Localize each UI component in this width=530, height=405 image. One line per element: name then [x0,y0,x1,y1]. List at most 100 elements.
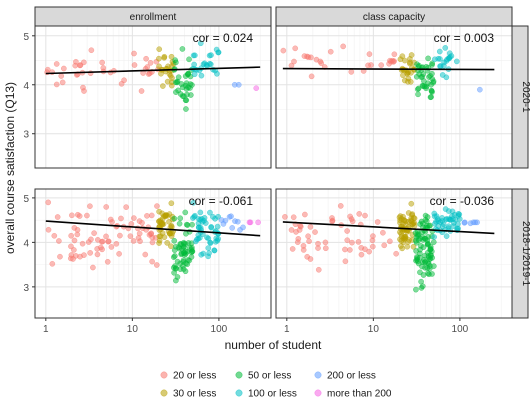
data-point [318,60,325,66]
panel-background [275,25,513,169]
data-point [177,215,184,222]
data-point [415,91,421,98]
data-point [408,200,415,207]
data-point [429,271,435,277]
data-point [289,246,296,252]
data-point [183,230,189,237]
data-point [431,56,438,63]
data-point [54,214,61,220]
data-point [149,239,156,246]
legend-label: 100 or less [248,389,297,400]
data-point [192,52,198,59]
data-point [229,225,236,231]
data-point [147,60,154,66]
data-point [182,209,189,216]
data-point [425,254,432,261]
data-point [340,43,347,50]
data-point [406,60,413,67]
data-point [407,78,414,85]
data-point [208,224,215,230]
data-point [443,74,450,81]
data-point [347,247,353,253]
data-point [417,221,423,227]
data-point [187,92,194,98]
data-point [387,238,393,245]
data-point [215,49,222,56]
data-point [402,233,409,240]
data-point [452,216,459,223]
data-point [58,73,65,79]
data-point [246,219,253,226]
data-point [291,58,297,65]
data-point [355,239,362,245]
data-point [295,236,302,242]
data-point [118,215,124,222]
data-point [181,252,188,258]
data-point [210,213,216,220]
data-point [156,46,163,53]
x-tick-label: 100 [452,324,469,335]
data-point [312,229,318,235]
data-point [158,70,164,77]
data-point [290,214,297,221]
data-point [436,48,443,55]
data-point [427,222,433,229]
data-point [131,62,138,68]
data-point [160,83,166,89]
data-point [44,66,51,73]
data-point [426,265,433,272]
data-point [148,212,155,219]
data-point [144,64,151,70]
data-point [196,235,203,241]
data-point [131,50,137,57]
data-point [296,227,303,233]
data-point [306,238,312,245]
data-point [425,55,431,62]
legend-key [314,389,322,397]
data-point [344,237,351,244]
regression-line [45,220,261,237]
data-point [100,65,107,71]
data-point [315,266,322,273]
regression-line [45,66,261,75]
data-point [369,237,376,244]
data-point [408,69,414,76]
data-point [68,212,75,219]
data-point [447,216,454,223]
facet-panel: cor = 0.003 [275,25,513,169]
data-point [413,73,420,80]
data-point [207,240,214,246]
data-point [60,65,67,72]
data-point [428,94,434,100]
data-point [429,62,435,68]
data-point [337,203,344,209]
data-point [420,71,427,77]
data-point [77,253,83,260]
y-tick-label: 5 [23,32,29,43]
data-point [189,82,195,88]
data-point [90,264,96,271]
facet-panel: cor = -0.061 [34,188,272,319]
facet-strip-column [34,6,272,27]
data-point [74,211,81,218]
data-point [253,85,260,92]
data-point [413,248,419,254]
data-point [396,214,403,221]
data-point [349,239,355,246]
data-point [431,234,437,240]
data-point [215,213,221,220]
data-point [59,79,66,86]
data-point [57,253,63,260]
x-tick-label: 1 [43,324,49,335]
data-point [186,56,192,63]
data-point [398,237,405,244]
data-point [79,240,86,247]
data-point [366,51,373,57]
legend-label: 30 or less [173,389,216,400]
y-tick-label: 5 [23,194,29,205]
data-point [380,229,386,236]
data-point [118,80,125,87]
data-point [94,236,101,243]
data-point [169,75,175,81]
data-point [442,45,449,51]
